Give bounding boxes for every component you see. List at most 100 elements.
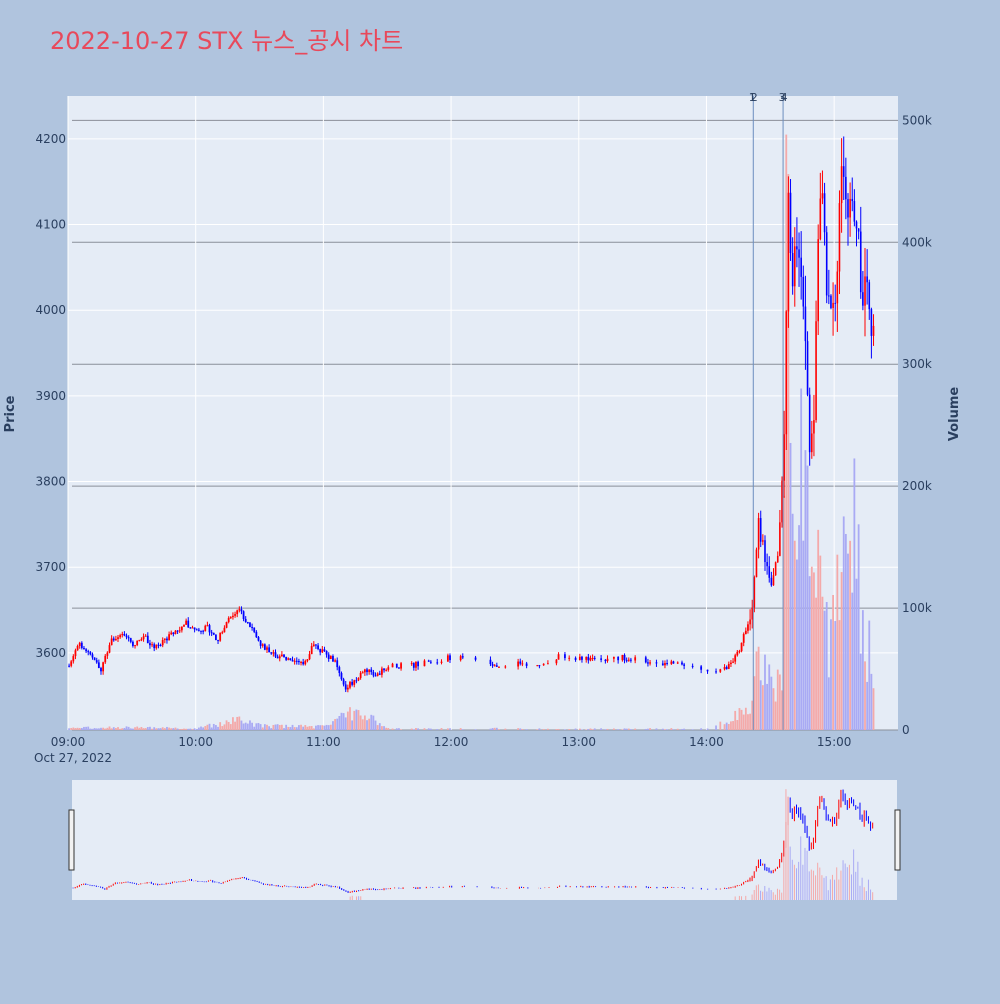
- candle-body: [755, 549, 758, 578]
- candle-body: [666, 663, 668, 665]
- candle-body: [423, 660, 426, 667]
- candle-body: [266, 647, 268, 650]
- volume-bar: [291, 724, 294, 730]
- candle-body: [195, 629, 198, 631]
- price-candles: [68, 136, 875, 693]
- volume-bar: [866, 681, 869, 730]
- volume-bar: [806, 465, 809, 730]
- volume-bar: [170, 728, 173, 730]
- candle-body: [170, 632, 173, 635]
- volume-bar: [655, 728, 658, 730]
- candle-body: [870, 309, 873, 336]
- volume-bar: [798, 525, 800, 730]
- candle-body: [229, 617, 232, 619]
- volume-bar: [229, 724, 232, 730]
- volume-bar: [138, 727, 141, 730]
- candle-body: [129, 638, 132, 642]
- volume-bar: [176, 728, 179, 730]
- candle-body: [370, 669, 373, 673]
- range-slider-handle-right[interactable]: [894, 809, 901, 871]
- volume-bar: [180, 728, 183, 730]
- candle-body: [295, 660, 298, 662]
- volume-bar: [591, 729, 594, 730]
- volume-bar: [417, 728, 419, 730]
- volume-bar: [302, 726, 305, 730]
- candle-body: [253, 627, 256, 632]
- volume-bar: [730, 721, 732, 730]
- candle-body: [172, 632, 175, 635]
- volume-bar: [623, 728, 626, 730]
- candle-body: [855, 221, 858, 229]
- candle-body: [806, 341, 809, 395]
- volume-bar: [189, 728, 192, 730]
- volume-bar: [295, 727, 298, 730]
- candle-body: [774, 562, 777, 576]
- candle-body: [108, 645, 111, 653]
- candle-body: [672, 661, 675, 664]
- candle-body: [153, 644, 156, 649]
- volume-bar: [383, 726, 385, 730]
- volume-bar: [802, 540, 805, 730]
- volume-bar: [185, 728, 188, 730]
- volume-bar: [287, 726, 290, 730]
- volume-bar: [491, 728, 494, 730]
- candle-body: [202, 630, 205, 632]
- volume-bar: [793, 540, 796, 730]
- candle-body: [166, 638, 168, 641]
- candle-body: [715, 671, 717, 673]
- candle-body: [285, 656, 288, 660]
- candle-body: [208, 625, 211, 633]
- volume-bar: [734, 710, 737, 730]
- volume-bar: [429, 728, 432, 730]
- candle-body: [449, 655, 451, 661]
- volume-bar: [108, 726, 111, 730]
- candle-body: [323, 649, 326, 651]
- volume-bar: [338, 715, 341, 730]
- volume-bar: [215, 725, 217, 730]
- candle-body: [832, 302, 834, 308]
- volume-bar: [808, 576, 811, 730]
- volume-bar: [644, 728, 647, 730]
- candle-body: [749, 619, 751, 625]
- volume-tick-label: 500k: [902, 113, 932, 127]
- volume-bar: [747, 714, 749, 730]
- candle-body: [180, 626, 183, 631]
- volume-bar: [815, 597, 817, 730]
- volume-bar: [329, 724, 332, 730]
- candle-body: [291, 660, 294, 662]
- candle-body: [821, 193, 824, 199]
- volume-bar: [461, 729, 464, 730]
- volume-bar: [359, 715, 362, 730]
- candle-body: [263, 644, 266, 650]
- volume-bar: [378, 723, 381, 730]
- candle-body: [461, 656, 464, 658]
- volume-bar: [661, 728, 664, 730]
- candle-body: [298, 661, 300, 663]
- range-slider[interactable]: [72, 780, 897, 900]
- candle-body: [555, 659, 558, 664]
- volume-bar: [187, 728, 190, 730]
- candle-body: [93, 657, 96, 661]
- volume-bar: [197, 727, 200, 730]
- volume-bar: [272, 724, 275, 730]
- candle-body: [536, 665, 539, 667]
- candle-body: [178, 630, 181, 632]
- volume-bar: [493, 727, 496, 730]
- volume-bar: [166, 726, 168, 730]
- candle-body: [791, 252, 794, 287]
- candle-body: [72, 656, 75, 662]
- volume-bar: [744, 707, 747, 730]
- candle-body: [280, 654, 283, 657]
- candle-body: [70, 661, 73, 666]
- volume-bar: [153, 727, 156, 730]
- range-slider-handle-left[interactable]: [68, 809, 75, 871]
- volume-bar: [774, 701, 777, 730]
- volume-bar: [600, 728, 603, 730]
- volume-bar: [604, 729, 607, 730]
- volume-bar: [204, 726, 207, 730]
- volume-bar: [759, 680, 762, 730]
- volume-bar: [578, 728, 581, 730]
- candle-body: [112, 638, 115, 641]
- volume-bar: [436, 729, 439, 730]
- candle-body: [817, 239, 819, 322]
